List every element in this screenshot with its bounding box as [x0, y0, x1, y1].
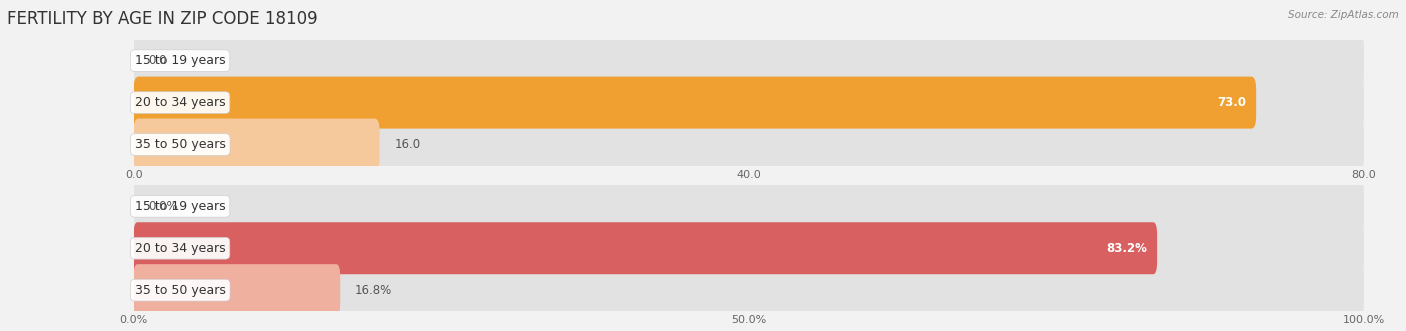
Text: Source: ZipAtlas.com: Source: ZipAtlas.com: [1288, 10, 1399, 20]
FancyBboxPatch shape: [134, 35, 1364, 87]
Text: 73.0: 73.0: [1218, 96, 1246, 109]
FancyBboxPatch shape: [134, 222, 1364, 274]
FancyBboxPatch shape: [134, 222, 1157, 274]
Text: 15 to 19 years: 15 to 19 years: [135, 54, 225, 67]
FancyBboxPatch shape: [134, 264, 340, 316]
FancyBboxPatch shape: [134, 118, 1364, 170]
FancyBboxPatch shape: [134, 114, 1364, 175]
FancyBboxPatch shape: [134, 30, 1364, 92]
FancyBboxPatch shape: [134, 118, 380, 170]
Text: 35 to 50 years: 35 to 50 years: [135, 284, 226, 297]
Text: 20 to 34 years: 20 to 34 years: [135, 96, 225, 109]
Text: 83.2%: 83.2%: [1107, 242, 1147, 255]
FancyBboxPatch shape: [134, 264, 1364, 316]
FancyBboxPatch shape: [134, 259, 1364, 321]
Text: FERTILITY BY AGE IN ZIP CODE 18109: FERTILITY BY AGE IN ZIP CODE 18109: [7, 10, 318, 28]
Text: 20 to 34 years: 20 to 34 years: [135, 242, 225, 255]
FancyBboxPatch shape: [134, 175, 1364, 237]
Text: 16.8%: 16.8%: [354, 284, 392, 297]
FancyBboxPatch shape: [134, 76, 1364, 129]
FancyBboxPatch shape: [134, 217, 1364, 279]
FancyBboxPatch shape: [134, 76, 1256, 129]
Text: 35 to 50 years: 35 to 50 years: [135, 138, 226, 151]
FancyBboxPatch shape: [134, 71, 1364, 134]
Text: 15 to 19 years: 15 to 19 years: [135, 200, 225, 213]
Text: 16.0: 16.0: [394, 138, 420, 151]
Text: 0.0%: 0.0%: [149, 200, 179, 213]
FancyBboxPatch shape: [134, 180, 1364, 232]
Text: 0.0: 0.0: [149, 54, 167, 67]
